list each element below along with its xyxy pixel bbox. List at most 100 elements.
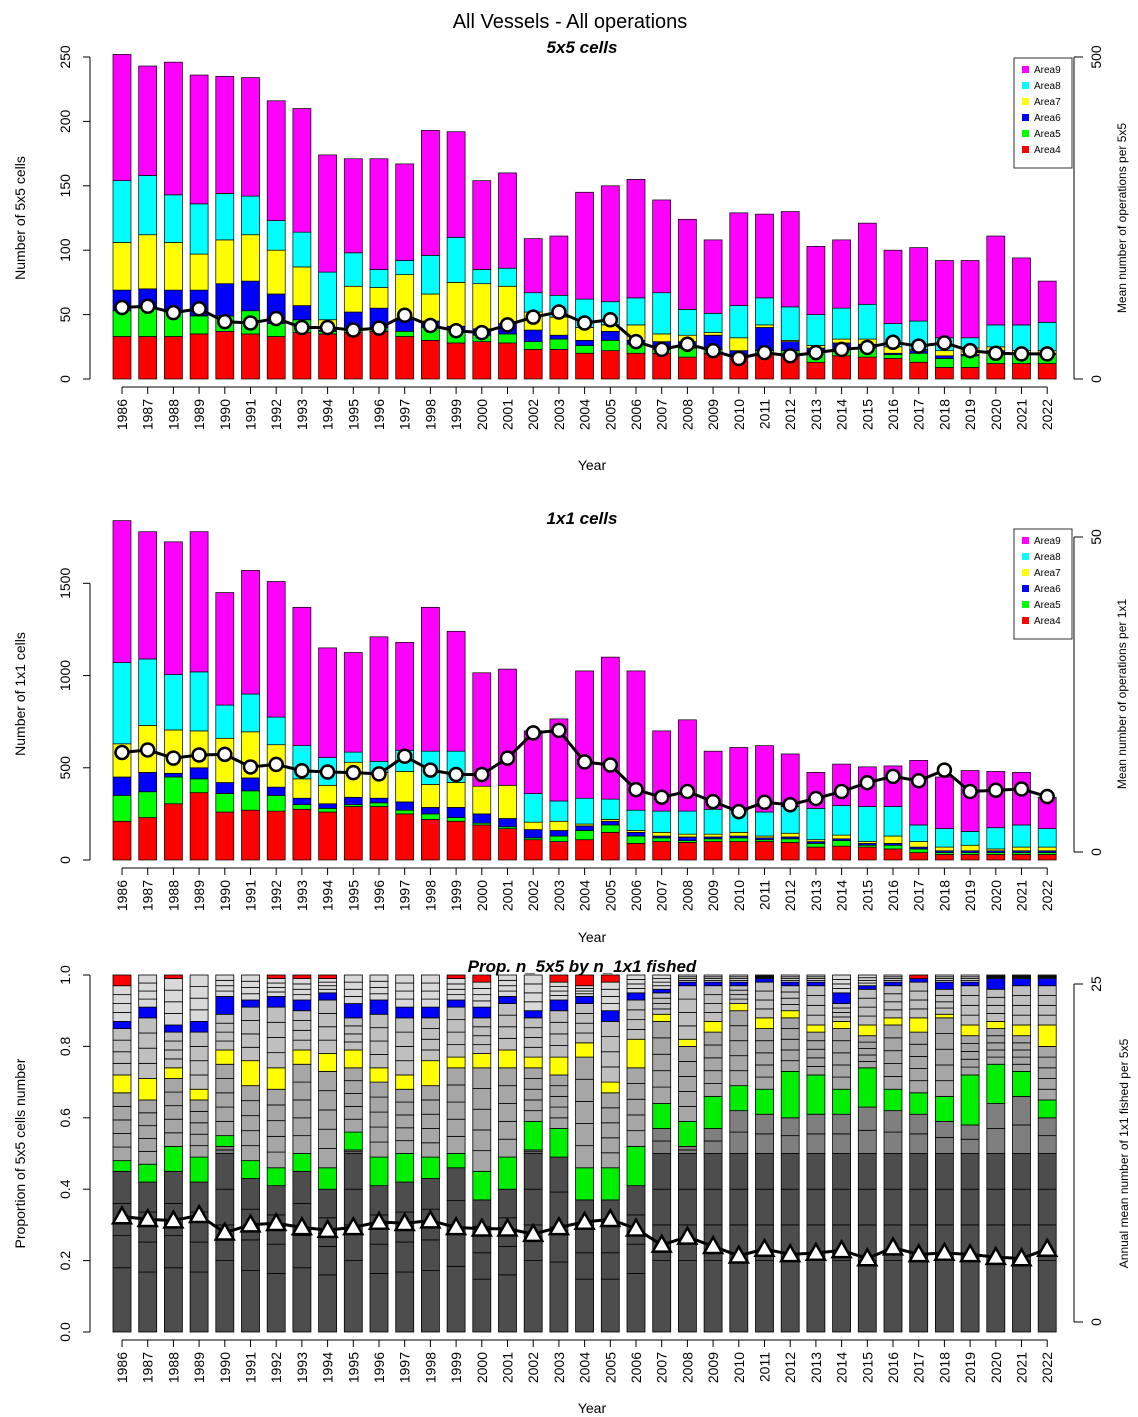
bar-segment-light bbox=[575, 1012, 594, 1024]
line-point bbox=[830, 1238, 853, 1259]
bar-segment-light bbox=[678, 998, 697, 1013]
bar-segment-area7 bbox=[703, 332, 723, 336]
bar-segment-dark bbox=[343, 1153, 363, 1190]
bar-segment-light bbox=[343, 1033, 363, 1043]
x-tick-label: 1987 bbox=[140, 1352, 156, 1383]
bar-segment-area8 bbox=[832, 307, 851, 340]
bar-segment-area4 bbox=[318, 811, 337, 861]
bar-segment-area6 bbox=[678, 836, 697, 841]
x-tick-label: 1990 bbox=[217, 399, 233, 430]
bar-segment-grey bbox=[986, 1049, 1006, 1058]
line-point bbox=[628, 333, 644, 350]
bar-segment-dark bbox=[395, 1271, 415, 1333]
y-tick-label-left: 100 bbox=[57, 238, 73, 262]
bar-segment-area8 bbox=[292, 231, 312, 268]
bar-segment-area5 bbox=[523, 341, 543, 350]
bar-segment-dark bbox=[857, 1153, 877, 1190]
bar-segment-grey bbox=[189, 1145, 209, 1158]
bar-segment-light bbox=[498, 1037, 517, 1051]
bar-segment-dark bbox=[292, 1170, 312, 1204]
x-tick-label: 2002 bbox=[525, 880, 541, 911]
bar-segment-grey bbox=[909, 1043, 929, 1057]
line-point bbox=[833, 783, 850, 800]
bar-segment-grey bbox=[549, 1106, 569, 1119]
bar-segment-grey bbox=[575, 1100, 594, 1124]
bar-segment-lighter bbox=[472, 981, 492, 989]
bar-segment-light bbox=[266, 1021, 286, 1038]
bar-segment-grey bbox=[1012, 1042, 1031, 1051]
bar-segment-area9 bbox=[600, 656, 620, 800]
bar-segment-lighter bbox=[600, 981, 620, 990]
x-tick-label: 2010 bbox=[731, 1352, 747, 1383]
bar-segment-light bbox=[1012, 1014, 1031, 1026]
bar-segment-light bbox=[215, 1031, 235, 1042]
bar-segment-mid bbox=[806, 1113, 826, 1135]
bar-segment-lighter bbox=[241, 987, 260, 995]
y-tick-label-right: 0 bbox=[1088, 848, 1104, 856]
bar-segment-green bbox=[935, 1095, 954, 1122]
bar-segment-green bbox=[112, 1160, 132, 1172]
bar-segment-area4 bbox=[421, 340, 440, 380]
bar-segment-lighter bbox=[652, 985, 672, 990]
bar-segment-red bbox=[575, 974, 594, 987]
bar-segment-light bbox=[472, 1017, 492, 1028]
bar-segment-lighter bbox=[857, 979, 877, 984]
legend-swatch bbox=[1022, 553, 1029, 560]
x-tick-label: 2022 bbox=[1039, 880, 1055, 911]
line-point bbox=[217, 313, 233, 330]
bar-segment-light bbox=[780, 985, 800, 993]
bar-segment-area8 bbox=[986, 827, 1006, 850]
x-tick-label: 2003 bbox=[551, 399, 567, 430]
bar-segment-lighter bbox=[832, 974, 851, 980]
x-tick-label: 2002 bbox=[525, 1352, 541, 1383]
bar-segment-area7 bbox=[935, 846, 954, 852]
bar-segment-grey bbox=[600, 1122, 620, 1139]
line-point bbox=[933, 1241, 956, 1262]
bar-segment-light bbox=[523, 1046, 543, 1058]
line-point bbox=[499, 317, 516, 333]
bar-segment-lighter bbox=[215, 979, 235, 987]
line-point bbox=[727, 1244, 750, 1264]
bar-segment-area4 bbox=[1012, 363, 1031, 380]
bar-segment-light bbox=[729, 989, 749, 996]
line-point bbox=[396, 307, 413, 323]
bar-segment-dark bbox=[241, 1270, 260, 1333]
bar-segment-light bbox=[652, 1003, 672, 1010]
bar-segment-area5 bbox=[883, 354, 903, 359]
bar-segment-area4 bbox=[523, 839, 543, 861]
bar-segment-red bbox=[163, 974, 183, 979]
legend-swatch bbox=[1022, 98, 1029, 105]
bar-segment-mid bbox=[883, 1110, 903, 1133]
bar-segment-dark bbox=[1012, 1188, 1031, 1226]
bar-segment-grey bbox=[446, 1135, 466, 1154]
bar-segment-area7 bbox=[883, 835, 903, 844]
bar-segment-grey bbox=[806, 1031, 826, 1042]
bar-segment-grey bbox=[112, 1146, 132, 1162]
bar-segment-lighter bbox=[420, 982, 440, 992]
x-tick-label: 2003 bbox=[551, 1352, 567, 1383]
bar-segment-light bbox=[575, 1022, 594, 1034]
line-point bbox=[422, 762, 439, 778]
bar-segment-dark bbox=[780, 1260, 800, 1333]
bar-segment-lighter bbox=[523, 983, 543, 994]
x-tick-label: 1991 bbox=[243, 880, 259, 911]
bar-segment-area7 bbox=[960, 844, 980, 852]
legend-label: Area6 bbox=[1034, 113, 1061, 124]
bar-segment-area6 bbox=[523, 329, 543, 342]
bar-segment-grey bbox=[729, 1025, 749, 1042]
bar-segment-grey bbox=[986, 1056, 1006, 1065]
bar-segment-area4 bbox=[626, 352, 646, 380]
bar-segment-blue bbox=[292, 999, 312, 1012]
bar-segment-blue bbox=[755, 978, 774, 983]
bar-segment-area7 bbox=[266, 249, 286, 295]
bar-segment-blue bbox=[806, 981, 826, 987]
line-point bbox=[191, 747, 207, 763]
bar-segment-lighter bbox=[626, 974, 646, 980]
x-tick-label: 1993 bbox=[294, 880, 310, 911]
bar-segment-area9 bbox=[189, 74, 209, 205]
line-point bbox=[679, 336, 696, 352]
bar-segment-grey bbox=[703, 1070, 723, 1084]
bar-segment-light bbox=[703, 1003, 723, 1013]
bar-segment-dark bbox=[163, 1235, 183, 1269]
bar-segment-area6 bbox=[215, 782, 235, 794]
